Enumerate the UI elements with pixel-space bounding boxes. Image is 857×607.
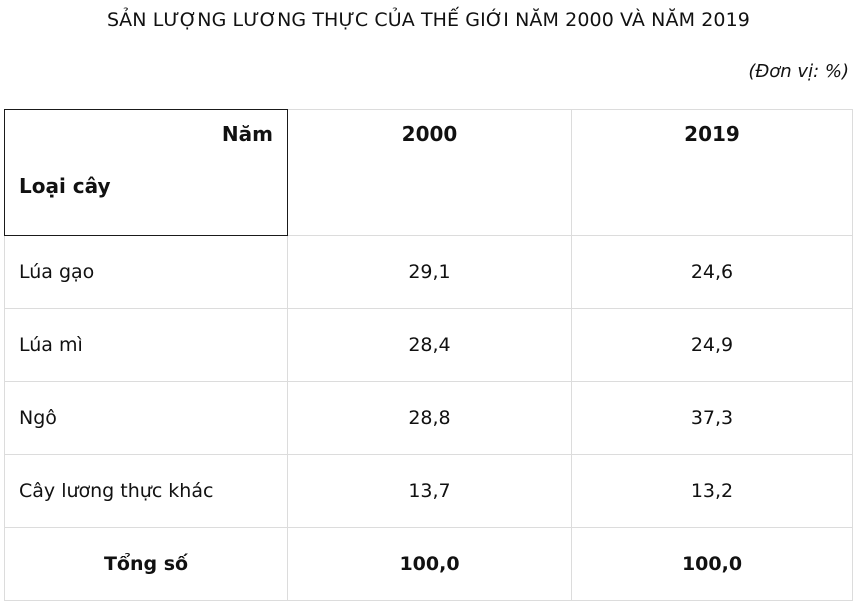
table-row: Ngô 28,8 37,3 — [4, 381, 853, 455]
cell-value: 37,3 — [571, 381, 853, 455]
data-table: Năm Loại cây 2000 2019 Lúa gạo 29,1 24,6… — [4, 109, 853, 601]
header-cell-2019: 2019 — [571, 109, 853, 236]
total-value: 100,0 — [287, 527, 572, 601]
year-header: 2019 — [684, 122, 740, 146]
corner-crop-label: Loại cây — [19, 174, 111, 198]
total-value: 100,0 — [571, 527, 853, 601]
row-label: Lúa mì — [4, 308, 288, 382]
unit-note: (Đơn vị: %) — [748, 61, 849, 82]
corner-header-cell: Năm Loại cây — [4, 109, 288, 236]
cell-value: 29,1 — [287, 235, 572, 309]
year-header: 2000 — [401, 122, 458, 146]
cell-value: 28,4 — [287, 308, 572, 382]
table-row: Cây lương thực khác 13,7 13,2 — [4, 454, 853, 528]
corner-year-label: Năm — [221, 122, 273, 146]
table-title: SẢN LƯỢNG LƯƠNG THỰC CỦA THẾ GIỚI NĂM 20… — [107, 9, 750, 31]
table-row: Lúa mì 28,4 24,9 — [4, 308, 853, 382]
row-label: Lúa gạo — [4, 235, 288, 309]
cell-value: 24,6 — [571, 235, 853, 309]
row-label: Ngô — [4, 381, 288, 455]
table-header-row: Năm Loại cây 2000 2019 — [4, 109, 853, 236]
cell-value: 28,8 — [287, 381, 572, 455]
total-row: Tổng số 100,0 100,0 — [4, 527, 853, 601]
cell-value: 13,7 — [287, 454, 572, 528]
table-row: Lúa gạo 29,1 24,6 — [4, 235, 853, 309]
header-cell-2000: 2000 — [287, 109, 572, 236]
cell-value: 24,9 — [571, 308, 853, 382]
cell-value: 13,2 — [571, 454, 853, 528]
total-label: Tổng số — [4, 527, 288, 601]
row-label: Cây lương thực khác — [4, 454, 288, 528]
